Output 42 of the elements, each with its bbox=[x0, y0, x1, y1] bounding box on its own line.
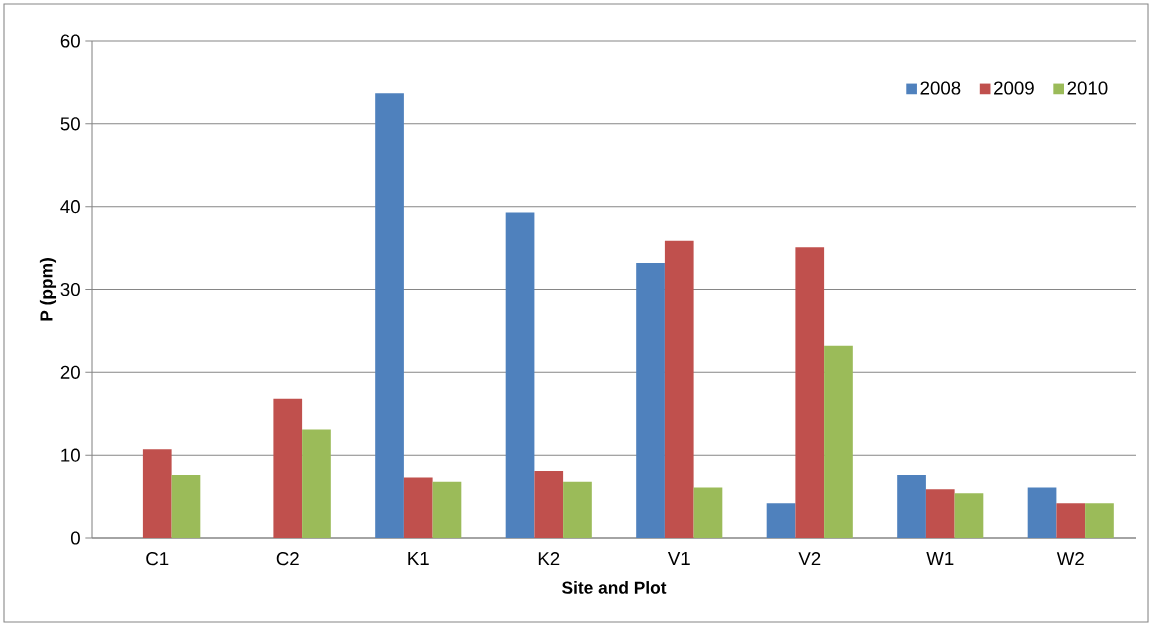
y-tick-label: 0 bbox=[70, 531, 80, 545]
legend-label: 2010 bbox=[1067, 81, 1108, 95]
bar bbox=[1027, 487, 1057, 538]
bar bbox=[273, 398, 303, 538]
x-tick-label: V2 bbox=[798, 552, 821, 566]
y-tick-label: 10 bbox=[61, 448, 80, 462]
bar bbox=[505, 212, 535, 538]
bar bbox=[302, 429, 331, 538]
x-tick-label: C1 bbox=[146, 552, 169, 566]
x-tick-label: W2 bbox=[1056, 552, 1084, 566]
bar bbox=[432, 481, 462, 538]
y-tick-label: 50 bbox=[60, 117, 80, 131]
x-tick-label: V1 bbox=[667, 552, 690, 565]
x-tick-label: K1 bbox=[408, 552, 429, 565]
y-tick-label: 40 bbox=[60, 200, 80, 214]
bar bbox=[795, 247, 825, 538]
x-tick-label: W1 bbox=[926, 552, 954, 565]
bar bbox=[636, 263, 665, 538]
bar bbox=[534, 470, 564, 538]
bar bbox=[925, 489, 955, 538]
x-tick-label: C2 bbox=[276, 552, 299, 566]
bar bbox=[693, 487, 723, 538]
bar bbox=[1085, 503, 1114, 538]
bar bbox=[897, 475, 926, 538]
x-tick-label: K2 bbox=[538, 552, 560, 566]
y-tick-label: 60 bbox=[60, 34, 80, 48]
x-axis-title: Site and Plot bbox=[562, 581, 667, 594]
y-tick-label: 30 bbox=[60, 282, 80, 297]
bar bbox=[375, 93, 404, 538]
bar bbox=[171, 475, 201, 538]
legend-label: 2008 bbox=[920, 81, 961, 95]
bar bbox=[1056, 503, 1086, 538]
bar bbox=[766, 503, 796, 538]
bar bbox=[142, 449, 172, 538]
y-tick-label: 20 bbox=[60, 365, 80, 379]
bar bbox=[824, 345, 853, 538]
bar bbox=[403, 477, 433, 538]
bar bbox=[563, 481, 592, 538]
bar bbox=[664, 240, 694, 538]
legend-label: 2009 bbox=[994, 81, 1034, 95]
y-axis-title: P (ppm) bbox=[39, 258, 57, 321]
bar bbox=[954, 493, 984, 538]
